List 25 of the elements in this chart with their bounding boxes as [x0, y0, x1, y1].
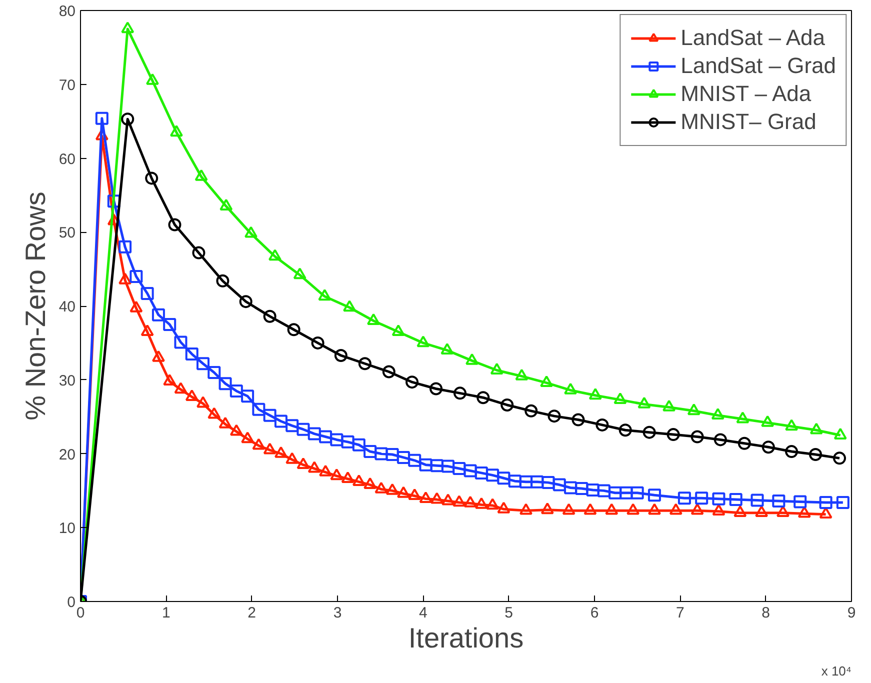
x-tick-label: 3 [333, 604, 342, 622]
x-axis-title: Iterations [408, 622, 524, 654]
x-tick-label: 4 [418, 604, 428, 622]
y-tick-label: 10 [58, 520, 76, 538]
y-tick-label: 0 [67, 594, 76, 611]
y-tick-label: 60 [58, 150, 76, 168]
legend-label: MNIST – Ada [680, 81, 812, 107]
x-tick-label: 2 [248, 604, 256, 622]
legend-label: LandSat – Ada [680, 25, 826, 51]
x-tick-label: 1 [162, 604, 170, 622]
x-tick-label: 6 [590, 604, 599, 622]
y-tick-label: 40 [58, 298, 76, 316]
y-tick-label: 70 [58, 76, 76, 94]
x-tick-label: 5 [504, 604, 514, 622]
x-tick-label: 8 [762, 604, 770, 622]
x-tick-label: 9 [847, 604, 856, 622]
legend-label: MNIST– Grad [680, 109, 816, 135]
x-tick-label: 7 [676, 604, 684, 622]
legend-label: LandSat – Grad [680, 53, 836, 79]
y-tick-label: 30 [58, 372, 76, 390]
y-axis-title: % Non-Zero Rows [20, 192, 51, 420]
y-tick-label: 20 [58, 446, 76, 464]
text: x 10⁴ [821, 664, 852, 678]
y-tick-label: 50 [58, 224, 76, 242]
y-tick-label: 80 [58, 3, 76, 20]
